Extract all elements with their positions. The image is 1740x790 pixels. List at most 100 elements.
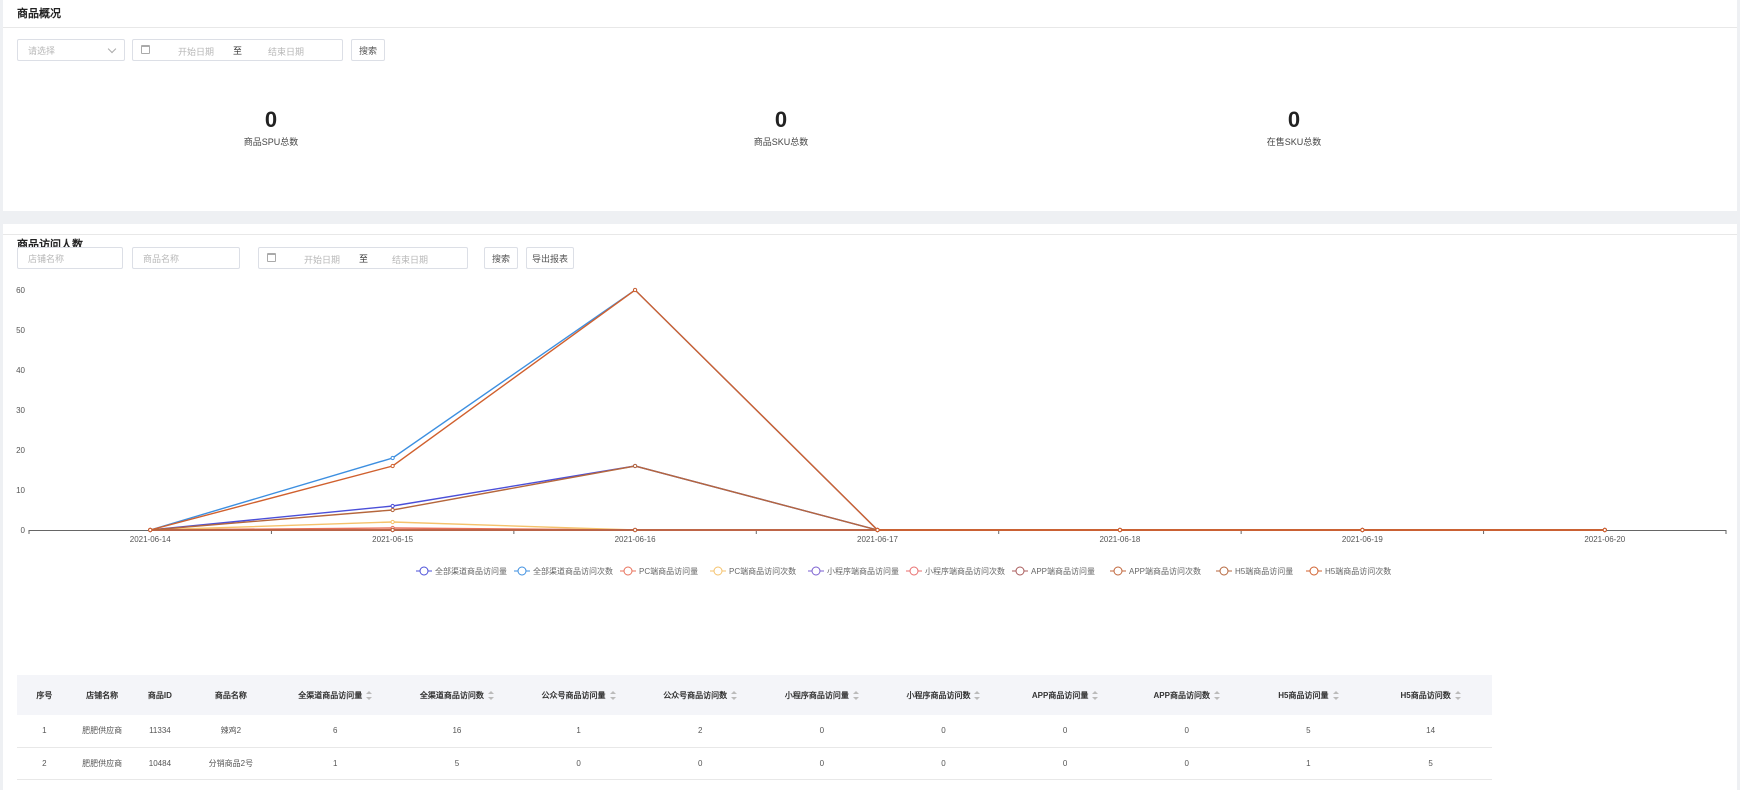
column-header-label: 公众号商品访问量: [541, 690, 606, 700]
overview-date-range[interactable]: 开始日期 至 结束日期: [132, 39, 343, 61]
visits-range-separator: 至: [359, 254, 369, 264]
data-point: [390, 455, 395, 461]
series-line: [150, 465, 1605, 531]
column-header-label: APP商品访问量: [1031, 690, 1089, 700]
legend-label: APP端商品访问次数: [1129, 566, 1201, 576]
legend-label: APP端商品访问量: [1031, 566, 1095, 576]
table-row: 2 肥肥供应商 10484 分销商品2号 1 5 0 0 0 0 0 0 1 5: [17, 747, 1492, 780]
table-cell: 16: [396, 715, 518, 748]
table-cell: 0: [761, 747, 883, 780]
chevron-down-icon: [107, 44, 117, 54]
column-header[interactable]: 全渠道商品访问量: [274, 675, 397, 715]
x-tick-label: 2021-06-18: [1099, 535, 1140, 544]
table-cell: 2: [17, 747, 72, 780]
visits-date-range[interactable]: 开始日期 至 结束日期: [258, 247, 468, 269]
stat-sku-label: 商品SKU总数: [753, 137, 809, 147]
stat-onsale-sku-label: 在售SKU总数: [1266, 137, 1322, 147]
column-header[interactable]: 小程序商品访问数: [882, 675, 1005, 715]
column-header[interactable]: 全渠道商品访问数: [396, 675, 518, 715]
legend-label: 小程序端商品访问次数: [925, 566, 1005, 576]
sort-icon[interactable]: [1454, 690, 1461, 700]
category-select[interactable]: 请选择: [17, 39, 125, 61]
sort-icon[interactable]: [487, 690, 494, 700]
column-header[interactable]: 小程序商品访问量: [761, 675, 883, 715]
table-header-row: 序号 店铺名称 商品ID 商品名称 全渠道商品访问量 全渠道商品访问数 公众号商品访问量 公众…: [17, 675, 1492, 715]
start-date-input[interactable]: 开始日期: [178, 47, 215, 57]
overview-title: 商品概况: [17, 8, 61, 20]
visits-start-date-input[interactable]: 开始日期: [304, 255, 341, 265]
legend-marker: [909, 566, 919, 576]
column-header-label: 公众号商品访问数: [663, 690, 728, 700]
visits-search-button[interactable]: 搜索: [484, 247, 518, 269]
column-header: 序号: [17, 675, 72, 715]
calendar-icon: [141, 45, 150, 54]
stat-onsale-sku: 0 在售SKU总数: [1194, 107, 1394, 148]
column-header-label: 全渠道商品访问量: [298, 690, 363, 700]
legend-marker: [623, 566, 633, 576]
table-cell: 5: [396, 747, 518, 780]
data-point: [1602, 527, 1607, 533]
column-header: 店铺名称: [71, 675, 133, 715]
column-header[interactable]: 公众号商品访问量: [517, 675, 640, 715]
table-cell: 0: [1125, 747, 1248, 780]
data-point: [148, 527, 153, 533]
table-cell: 1: [517, 715, 640, 748]
data-point: [875, 527, 880, 533]
table-cell: 0: [1125, 715, 1248, 748]
column-header-label: 商品ID: [147, 690, 172, 700]
column-header-label: 小程序商品访问数: [906, 690, 971, 700]
column-header-label: 小程序商品访问量: [784, 690, 849, 700]
column-header-label: 店铺名称: [86, 690, 119, 700]
stat-spu-value: 0: [264, 107, 278, 132]
legend-label: 小程序端商品访问量: [827, 566, 899, 576]
column-header[interactable]: H5商品访问数: [1369, 675, 1492, 715]
y-tick-label: 10: [16, 486, 25, 495]
product-name-placeholder: 商品名称: [143, 253, 180, 264]
legend-marker: [1309, 566, 1319, 576]
table-cell: 0: [1004, 747, 1126, 780]
shop-name-placeholder: 店铺名称: [28, 253, 65, 264]
visits-divider: [3, 234, 1737, 235]
column-header[interactable]: H5商品访问量: [1247, 675, 1370, 715]
table-cell: 11334: [132, 715, 188, 748]
column-header-label: 序号: [36, 690, 53, 700]
sort-icon[interactable]: [609, 690, 616, 700]
column-header[interactable]: APP商品访问量: [1004, 675, 1126, 715]
product-name-input[interactable]: 商品名称: [132, 247, 240, 269]
overview-divider: [3, 27, 1737, 28]
x-tick-label: 2021-06-17: [857, 535, 898, 544]
export-report-button[interactable]: 导出报表: [526, 247, 574, 269]
visits-end-date-input[interactable]: 结束日期: [392, 255, 429, 265]
sort-icon[interactable]: [974, 690, 981, 700]
column-header[interactable]: 公众号商品访问数: [639, 675, 762, 715]
legend-marker: [1015, 566, 1025, 576]
stat-onsale-sku-value: 0: [1287, 107, 1301, 132]
column-header: 商品名称: [187, 675, 275, 715]
column-header[interactable]: APP商品访问数: [1125, 675, 1248, 715]
x-tick-label: 2021-06-16: [615, 535, 656, 544]
table-cell: 2: [639, 715, 762, 748]
overview-search-button[interactable]: 搜索: [351, 39, 385, 61]
sort-icon[interactable]: [1092, 690, 1099, 700]
table-cell: 6: [274, 715, 397, 748]
sort-icon[interactable]: [1213, 690, 1220, 700]
data-point: [390, 519, 395, 525]
y-tick-label: 40: [16, 366, 25, 375]
x-tick-label: 2021-06-20: [1584, 535, 1625, 544]
y-tick-label: 20: [16, 446, 25, 455]
series-line: [150, 465, 1605, 531]
column-header-label: H5商品访问数: [1400, 690, 1451, 700]
sort-icon[interactable]: [366, 690, 373, 700]
data-point: [390, 503, 395, 509]
series-line: [150, 289, 1605, 531]
sort-icon[interactable]: [731, 690, 738, 700]
x-tick-label: 2021-06-14: [130, 535, 171, 544]
y-tick-label: 60: [16, 286, 25, 295]
x-tick-label: 2021-06-15: [372, 535, 413, 544]
stat-spu: 0 商品SPU总数: [171, 107, 371, 148]
sort-icon[interactable]: [1332, 690, 1339, 700]
end-date-input[interactable]: 结束日期: [268, 47, 305, 57]
data-point: [390, 463, 395, 469]
sort-icon[interactable]: [852, 690, 859, 700]
shop-name-input[interactable]: 店铺名称: [17, 247, 123, 269]
